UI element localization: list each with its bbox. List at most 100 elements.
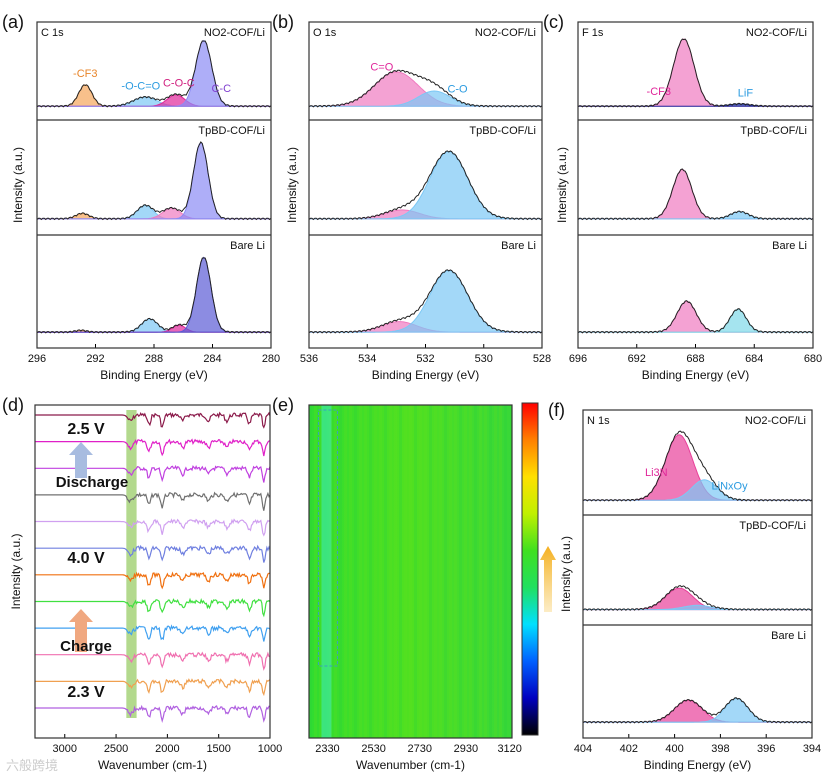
watermark: 六般跨境 <box>6 758 58 773</box>
core-level-title: C 1s <box>41 27 64 39</box>
heatmap-column <box>419 405 422 738</box>
ir-spectrum <box>35 411 271 429</box>
x-tick-label: 284 <box>203 353 221 365</box>
heatmap-column <box>334 405 337 738</box>
ir-spectrum <box>35 597 271 618</box>
heatmap-column <box>474 405 477 738</box>
heatmap-column <box>414 405 417 738</box>
highlight-band <box>126 410 137 718</box>
sample-label: Bare Li <box>501 240 536 252</box>
x-tick-label: 534 <box>358 353 376 365</box>
heatmap-column <box>454 405 457 738</box>
plot-frame <box>36 21 272 349</box>
sample-label: NO2-COF/Li <box>204 27 265 39</box>
x-tick-label: 292 <box>86 353 104 365</box>
y-axis-title: Intensity (a.u.) <box>555 147 569 223</box>
peak-co <box>309 151 542 220</box>
heatmap-column <box>504 405 507 738</box>
heatmap-column <box>444 405 447 738</box>
heatmap-column <box>469 405 472 738</box>
heatmap-column <box>399 405 402 738</box>
ir-voltage-label: 2.5 V <box>67 421 105 438</box>
peak-cf3 <box>578 169 813 220</box>
sample-label: TpBD-COF/Li <box>740 125 807 137</box>
intensity-arrow-icon <box>540 546 556 612</box>
peak-annotation: C-C <box>211 83 231 95</box>
sample-label: NO2-COF/Li <box>746 27 807 39</box>
ir-voltage-label: 4.0 V <box>67 550 105 567</box>
panel-label: (b) <box>272 12 294 32</box>
sample-label: TpBD-COF/Li <box>739 520 806 532</box>
heatmap-column <box>484 405 487 738</box>
x-tick-label: 2000 <box>155 743 179 755</box>
x-tick-label: 2330 <box>315 743 339 755</box>
heatmap-column <box>364 405 367 738</box>
discharge-arrow-icon <box>69 442 93 478</box>
x-tick-label: 2930 <box>454 743 478 755</box>
peak-cf3 <box>577 300 814 333</box>
x-tick-label: 400 <box>665 743 683 755</box>
heatmap-column <box>314 405 317 738</box>
envelope-curve <box>308 150 543 221</box>
plot-frame <box>308 21 543 349</box>
heatmap-column <box>429 405 432 738</box>
ir-spectrum <box>35 704 271 724</box>
heatmap-column <box>489 405 492 738</box>
envelope-curve <box>308 69 543 108</box>
peak-annotation: LiF <box>738 87 754 99</box>
ir-spectrum <box>35 491 271 511</box>
heatmap-column <box>494 405 497 738</box>
x-tick-label: 696 <box>569 353 587 365</box>
x-axis-title: Binding Energy (eV) <box>100 368 207 382</box>
envelope-curve <box>36 141 272 221</box>
heatmap-column <box>404 405 407 738</box>
x-tick-label: 2730 <box>407 743 431 755</box>
x-tick-label: 1000 <box>258 743 282 755</box>
x-tick-label: 2500 <box>104 743 128 755</box>
heatmap-column <box>464 405 467 738</box>
x-axis-title: Binding Energy (eV) <box>644 758 751 772</box>
ir-spectrum <box>35 624 271 642</box>
sample-label: TpBD-COF/Li <box>469 125 536 137</box>
heatmap-column <box>389 405 392 738</box>
heatmap-column <box>379 405 382 738</box>
heatmap-column <box>349 405 352 738</box>
envelope-curve <box>577 168 814 221</box>
charge-arrow-icon <box>69 609 93 652</box>
ir-voltage-label: 2.3 V <box>67 684 105 701</box>
ir-spectrum <box>35 518 271 537</box>
peak-annotation: C-O-C <box>163 78 195 90</box>
heatmap-column <box>409 405 412 738</box>
panel-label: (a) <box>2 12 24 32</box>
x-tick-label: 398 <box>711 743 729 755</box>
x-tick-label: 396 <box>757 743 775 755</box>
heatmap-column <box>479 405 482 738</box>
x-axis-title: Wavenumber (cm-1) <box>356 758 465 772</box>
x-tick-label: 528 <box>533 353 551 365</box>
x-axis-title: Binding Energy (eV) <box>372 368 479 382</box>
envelope-curve <box>577 38 814 108</box>
heatmap-column <box>384 405 387 738</box>
panel-label: (e) <box>272 395 294 415</box>
x-tick-label: 404 <box>574 743 592 755</box>
highlight-box <box>317 409 338 667</box>
x-tick-label: 394 <box>803 743 821 755</box>
x-axis-title: Binding Energy (eV) <box>642 368 749 382</box>
x-tick-label: 3000 <box>53 743 77 755</box>
envelope-curve <box>577 300 814 334</box>
heatmap-column <box>449 405 452 738</box>
heatmap-column <box>359 405 362 738</box>
x-tick-label: 296 <box>28 353 46 365</box>
core-level-title: O 1s <box>313 27 337 39</box>
sample-label: NO2-COF/Li <box>745 415 806 427</box>
peak-annotation: C=O <box>370 62 393 74</box>
sample-label: TpBD-COF/Li <box>198 125 265 137</box>
y-axis-title: Intensity (a.u.) <box>559 536 573 612</box>
heatmap-column <box>459 405 462 738</box>
peak-annotation: Li3N <box>645 467 668 479</box>
ir-voltage-label: Charge <box>60 638 112 655</box>
peak-annotation: -CF3 <box>73 68 97 80</box>
heatmap-column <box>424 405 427 738</box>
